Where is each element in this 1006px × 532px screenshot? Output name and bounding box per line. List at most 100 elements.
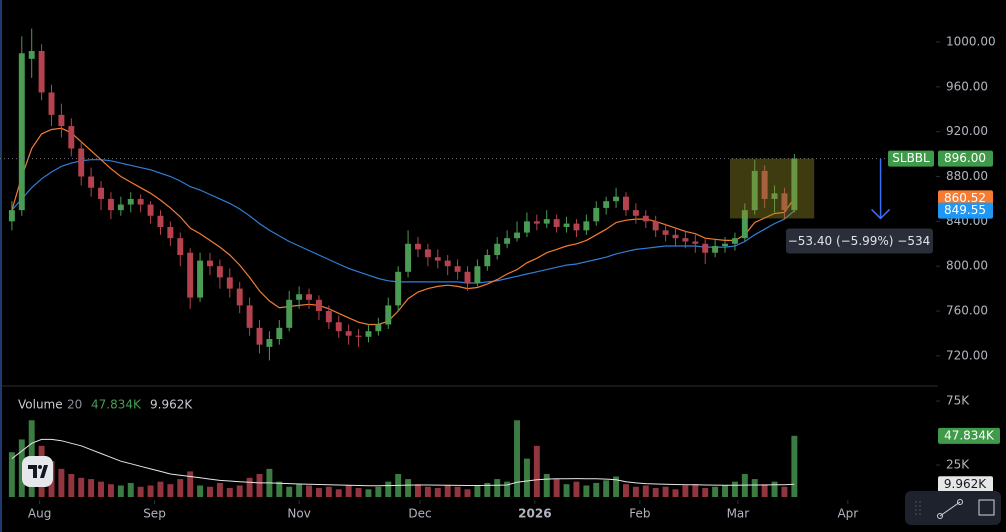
plot	[8, 28, 798, 497]
volume-bar	[98, 481, 104, 497]
volume-bar	[613, 476, 620, 497]
volume-bar	[18, 439, 25, 497]
candle-body	[197, 260, 204, 298]
y-tick-label: 880.00	[946, 169, 988, 183]
volume-bar	[236, 485, 243, 497]
candle-body	[137, 198, 144, 205]
candle-body	[494, 243, 501, 255]
candle-body	[712, 246, 719, 253]
volume-last: 47.834K	[91, 398, 142, 412]
volume-ma-line	[11, 438, 795, 487]
candle-body	[623, 196, 629, 211]
volume-bar	[415, 484, 421, 497]
candle-body	[563, 223, 570, 227]
candle-body	[68, 126, 75, 149]
candle-body	[751, 170, 758, 211]
volume-bar	[642, 485, 649, 497]
volume-bar	[345, 485, 352, 497]
candle-body	[286, 299, 293, 328]
candle-body	[474, 266, 481, 284]
volume-bar	[226, 488, 233, 497]
volume-bar	[573, 481, 580, 497]
volume-bar	[494, 479, 501, 497]
volume-bar	[246, 477, 253, 497]
volume-bar	[365, 489, 372, 497]
volume-bar	[623, 484, 629, 497]
x-tick-label: Dec	[408, 507, 431, 521]
volume-bar	[781, 486, 788, 497]
volume-bar	[464, 489, 471, 497]
toolbar[interactable]	[905, 491, 1001, 525]
volume-bar	[8, 452, 15, 497]
x-tick-label: Apr	[837, 507, 858, 521]
candle-body	[28, 50, 35, 59]
candle-body	[761, 170, 768, 199]
candle-body	[504, 238, 511, 244]
candle-body	[415, 243, 421, 250]
candle-body	[405, 243, 412, 272]
volume-bar	[543, 473, 550, 497]
volume-bar	[712, 486, 719, 497]
price-badge-label: 896.00	[944, 151, 986, 165]
candle-body	[464, 271, 471, 284]
candle-body	[325, 311, 332, 323]
volume-bar	[355, 488, 362, 497]
candle-body	[533, 221, 540, 224]
measure-label-box	[786, 228, 933, 254]
measure-arrow-head	[871, 208, 891, 220]
volume-bar	[771, 481, 778, 497]
volume-bar	[523, 458, 530, 497]
volume-bar	[514, 420, 520, 497]
candle-body	[454, 266, 461, 272]
candle-body	[613, 196, 620, 202]
candle-body	[642, 215, 649, 222]
volume-bar	[454, 486, 461, 497]
candle-body	[672, 234, 679, 239]
volume-bar	[652, 488, 659, 497]
candle-body	[216, 266, 223, 278]
candle-body	[335, 322, 342, 332]
candle-body	[117, 204, 124, 211]
volume-bar	[702, 488, 709, 497]
y-tick-label: 800.00	[946, 259, 988, 273]
volume-bar	[474, 485, 481, 497]
price-badge	[938, 150, 993, 167]
candle-body	[147, 204, 154, 216]
x-tick-label: Mar	[727, 507, 750, 521]
y-tick-label: 960.00	[946, 79, 988, 93]
candle-body	[583, 221, 590, 231]
volume-bar	[117, 485, 124, 497]
candle-body	[306, 294, 312, 300]
x-tick-label: Feb	[629, 507, 650, 521]
volume-bar	[444, 485, 451, 497]
grid: 720.00760.00800.00840.00880.00920.00960.…	[28, 35, 996, 521]
volume-bar	[78, 477, 85, 497]
ma_slow-badge	[938, 202, 993, 219]
volume-tick-label: 75K	[946, 394, 970, 408]
volume-bar	[424, 486, 431, 497]
volume-bar	[88, 479, 95, 497]
candle-body	[38, 50, 45, 93]
candle-body	[276, 327, 283, 340]
candle-body	[88, 176, 95, 188]
candle-body	[632, 210, 639, 216]
ma-fast-line	[11, 127, 795, 326]
candle-body	[375, 324, 382, 332]
volume-bar	[563, 484, 570, 497]
volume-bar	[58, 468, 65, 497]
candle-body	[523, 221, 530, 233]
candle-body	[731, 238, 738, 244]
volume-bar	[731, 481, 738, 497]
candle-body	[573, 223, 580, 231]
candle-body	[682, 238, 689, 242]
volume-bar	[791, 435, 798, 497]
logo	[22, 456, 53, 487]
volume-bar	[405, 479, 412, 497]
y-tick-label: 1000.00	[946, 35, 996, 49]
ma_fast-badge-label: 860.52	[944, 191, 986, 205]
candle-body	[424, 249, 431, 258]
volume-bar	[593, 482, 600, 497]
